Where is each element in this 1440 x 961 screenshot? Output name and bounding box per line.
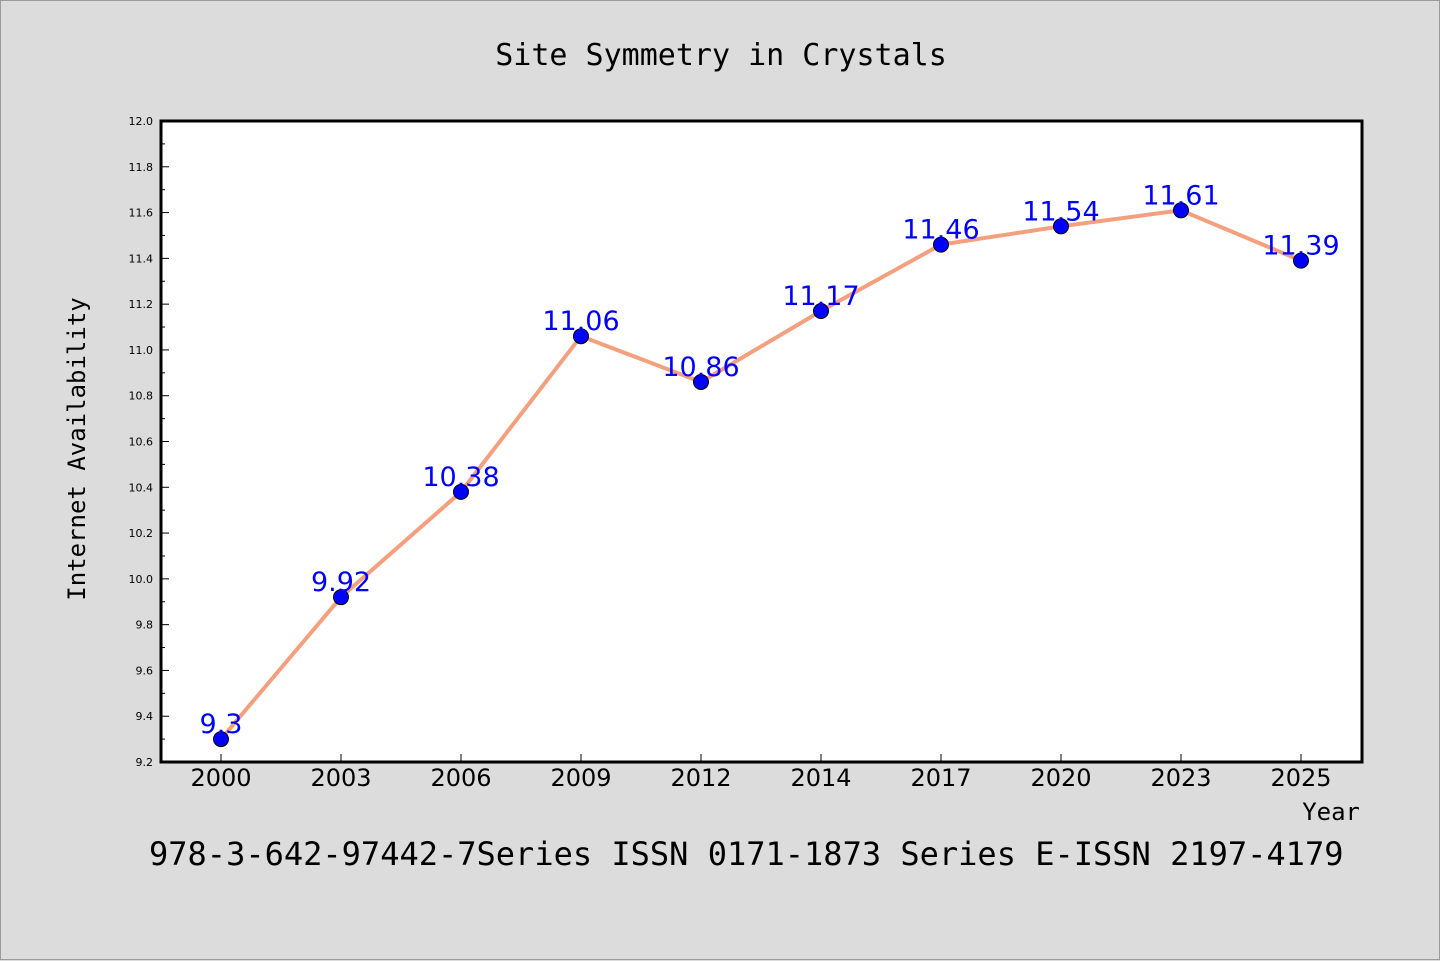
y-tick-label: 9.4: [136, 710, 154, 723]
x-tick-label: 2014: [790, 764, 851, 792]
data-label: 11.54: [1022, 196, 1099, 227]
y-tick-label: 10.2: [129, 527, 154, 540]
data-point: [693, 373, 709, 390]
data-label: 9.92: [311, 567, 371, 598]
series-line: [219, 208, 1302, 741]
y-tick-label: 11.4: [129, 252, 154, 265]
y-tick-label: 10.4: [129, 481, 154, 494]
data-label: 11.17: [782, 281, 859, 312]
x-tick-label: 2003: [310, 764, 371, 792]
data-point: [213, 731, 229, 748]
x-tick-label: 2017: [910, 764, 971, 792]
data-point: [453, 483, 469, 500]
y-axis: 9.2 9.4 9.6 9.8 10.0 10.2 10.4 10.6 10.8 11.0 11.2…: [129, 115, 169, 769]
data-point: [1053, 218, 1069, 235]
data-series: 9.3 9.92 10.38 11.06 10.86 11.17 11.46 11.54 11.…: [200, 180, 1340, 748]
y-tick-label: 11.0: [129, 344, 154, 357]
y-tick-label: 9.2: [136, 756, 154, 769]
data-point: [813, 303, 829, 320]
plot-area: [159, 119, 1364, 764]
data-point: [933, 236, 949, 253]
y-tick-label: 9.8: [136, 619, 154, 632]
x-tick-label: 2023: [1150, 764, 1211, 792]
data-point: [1293, 252, 1309, 269]
data-point: [573, 328, 589, 345]
data-label: 9.3: [200, 709, 243, 740]
x-axis: 2000 2003 2006 2009 2012 2014 2017 2020 2023 2025: [190, 754, 1332, 792]
y-tick-label: 10.0: [129, 573, 154, 586]
x-tick-label: 2000: [190, 764, 251, 792]
data-label: 11.39: [1262, 231, 1339, 262]
y-tick-label: 11.6: [129, 207, 154, 220]
y-tick-label: 11.2: [129, 298, 154, 311]
y-tick-label: 11.8: [129, 161, 154, 174]
data-point: [1173, 202, 1189, 219]
data-label: 10.86: [662, 352, 739, 383]
data-label: 10.38: [422, 462, 499, 493]
y-tick-label: 9.6: [136, 664, 154, 677]
footer-isbn-issn: 978-3-642-97442-7Series ISSN 0171-1873 S…: [149, 835, 1343, 873]
y-axis-label: Internet Availability: [63, 297, 91, 600]
data-point: [333, 589, 349, 606]
y-tick-label: 10.6: [129, 436, 154, 449]
x-axis-label: Year: [1302, 798, 1360, 826]
x-tick-label: 2006: [430, 764, 491, 792]
x-tick-label: 2025: [1270, 764, 1331, 792]
x-tick-label: 2020: [1030, 764, 1091, 792]
data-label: 11.61: [1142, 180, 1219, 211]
y-tick-label: 10.8: [129, 390, 154, 403]
data-label: 11.06: [542, 306, 619, 337]
x-tick-label: 2012: [670, 764, 731, 792]
chart-title: Site Symmetry in Crystals: [495, 38, 947, 73]
y-tick-label: 12.0: [129, 115, 154, 128]
x-tick-label: 2009: [550, 764, 611, 792]
data-label: 11.46: [902, 215, 979, 246]
